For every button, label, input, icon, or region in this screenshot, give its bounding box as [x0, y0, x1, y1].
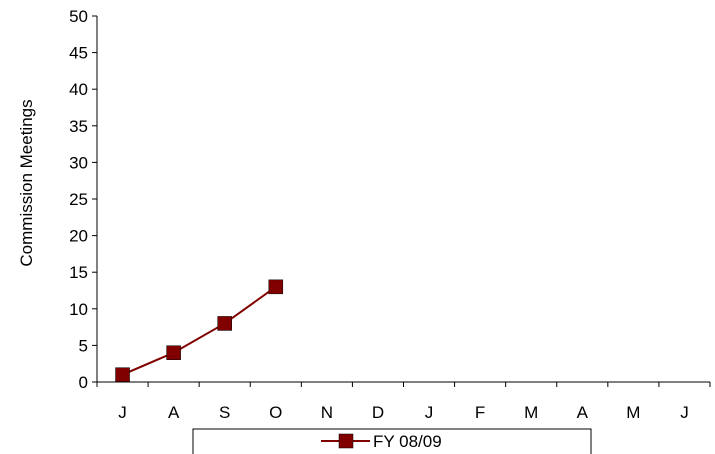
- y-tick-label: 20: [69, 227, 88, 246]
- x-tick-label: J: [680, 403, 689, 422]
- x-tick-label: D: [372, 403, 384, 422]
- y-axis-title: Commission Meetings: [17, 99, 36, 266]
- series-line: [122, 286, 277, 376]
- y-tick-label: 50: [69, 7, 88, 26]
- legend-swatch-marker: [338, 433, 354, 449]
- y-tick-label: 5: [79, 336, 88, 355]
- series-layer: [115, 279, 284, 382]
- x-tick-label: A: [168, 403, 180, 422]
- plot-area: 0 5 10 15 20 25 30 35 40 45 50 J A S O N D J F M A M J: [69, 7, 711, 422]
- x-tick-label: O: [269, 403, 282, 422]
- legend-box: [192, 428, 592, 454]
- y-tick-label: 10: [69, 300, 88, 319]
- y-tick-label: 15: [69, 263, 88, 282]
- legend-label: FY 08/09: [373, 432, 442, 451]
- data-point: [217, 316, 232, 331]
- y-tick-label: 30: [69, 153, 88, 172]
- data-point: [268, 279, 284, 295]
- legend: FY 08/09: [192, 428, 592, 454]
- y-ticks: 0 5 10 15 20 25 30 35 40 45 50: [69, 7, 97, 392]
- x-tick-label: J: [425, 403, 434, 422]
- x-tick-label: N: [321, 403, 333, 422]
- y-tick-label: 0: [79, 373, 88, 392]
- data-point: [115, 367, 130, 382]
- x-tick-label: M: [524, 403, 538, 422]
- y-tick-label: 40: [69, 80, 88, 99]
- x-tick-label: A: [577, 403, 589, 422]
- x-tick-label: M: [626, 403, 640, 422]
- x-tick-label: S: [219, 403, 230, 422]
- y-tick-label: 35: [69, 117, 88, 136]
- y-tick-label: 25: [69, 190, 88, 209]
- data-point: [166, 345, 181, 360]
- x-tick-label: F: [475, 403, 485, 422]
- x-tick-label: J: [118, 403, 127, 422]
- y-tick-label: 45: [69, 44, 88, 63]
